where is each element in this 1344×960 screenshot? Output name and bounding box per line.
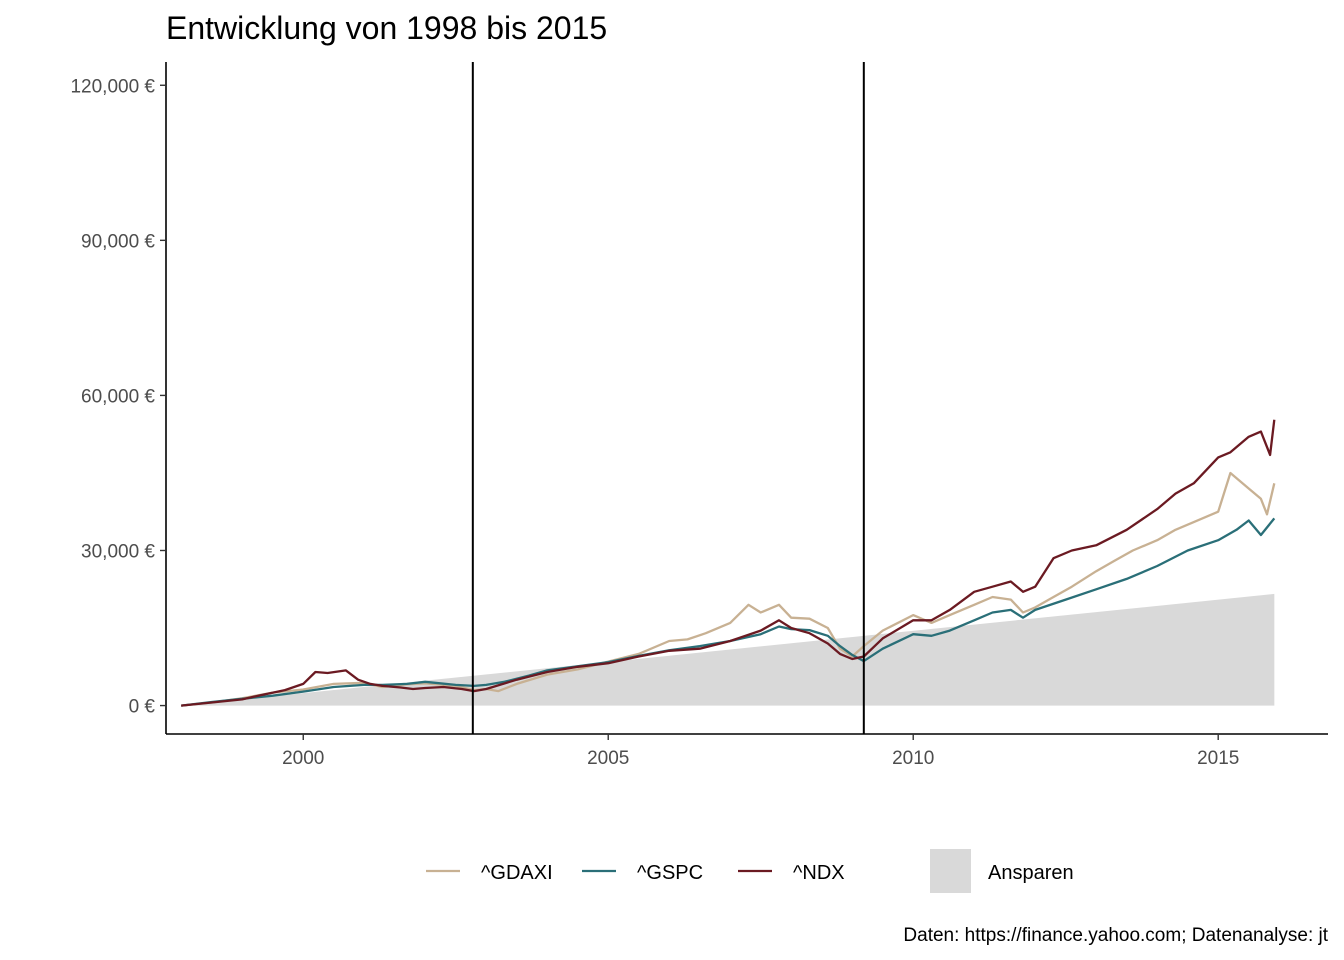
series-line-gdaxi (181, 471, 1276, 707)
legend-item-gspc: ^GSPC (582, 862, 703, 884)
chart-caption: Daten: https://finance.yahoo.com; Datena… (903, 925, 1328, 946)
legend-key-area (930, 849, 971, 893)
axis-layer: 0 € 30,000 € 60,000 € 90,000 € 120,000 € 2000… (70, 62, 1328, 769)
x-tick-label: 2000 (282, 748, 324, 769)
x-tick-label: 2005 (587, 748, 629, 769)
legend-label: Ansparen (988, 862, 1074, 884)
legend-item-ansparen: Ansparen (930, 849, 1074, 893)
legend: ^GDAXI ^GSPC ^NDX Ansparen (426, 849, 1074, 893)
legend-label: ^GDAXI (481, 862, 553, 884)
legend-label: ^GSPC (637, 862, 703, 884)
y-tick-label: 60,000 € (81, 386, 155, 407)
y-tick-label: 30,000 € (81, 541, 155, 562)
x-tick-label: 2015 (1197, 748, 1239, 769)
legend-item-gdaxi: ^GDAXI (426, 862, 553, 884)
line-layer (181, 419, 1276, 707)
x-tick-label: 2010 (892, 748, 934, 769)
chart-title: Entwicklung von 1998 bis 2015 (166, 10, 607, 46)
vline-layer (471, 62, 865, 734)
y-tick-label: 120,000 € (70, 76, 155, 97)
legend-label: ^NDX (793, 862, 845, 884)
area-ansparen (181, 593, 1275, 706)
legend-item-ndx: ^NDX (738, 862, 845, 884)
area-layer (181, 593, 1275, 706)
y-tick-label: 0 € (129, 697, 156, 718)
series-line-ndx (181, 419, 1276, 707)
y-tick-label: 90,000 € (81, 231, 155, 252)
